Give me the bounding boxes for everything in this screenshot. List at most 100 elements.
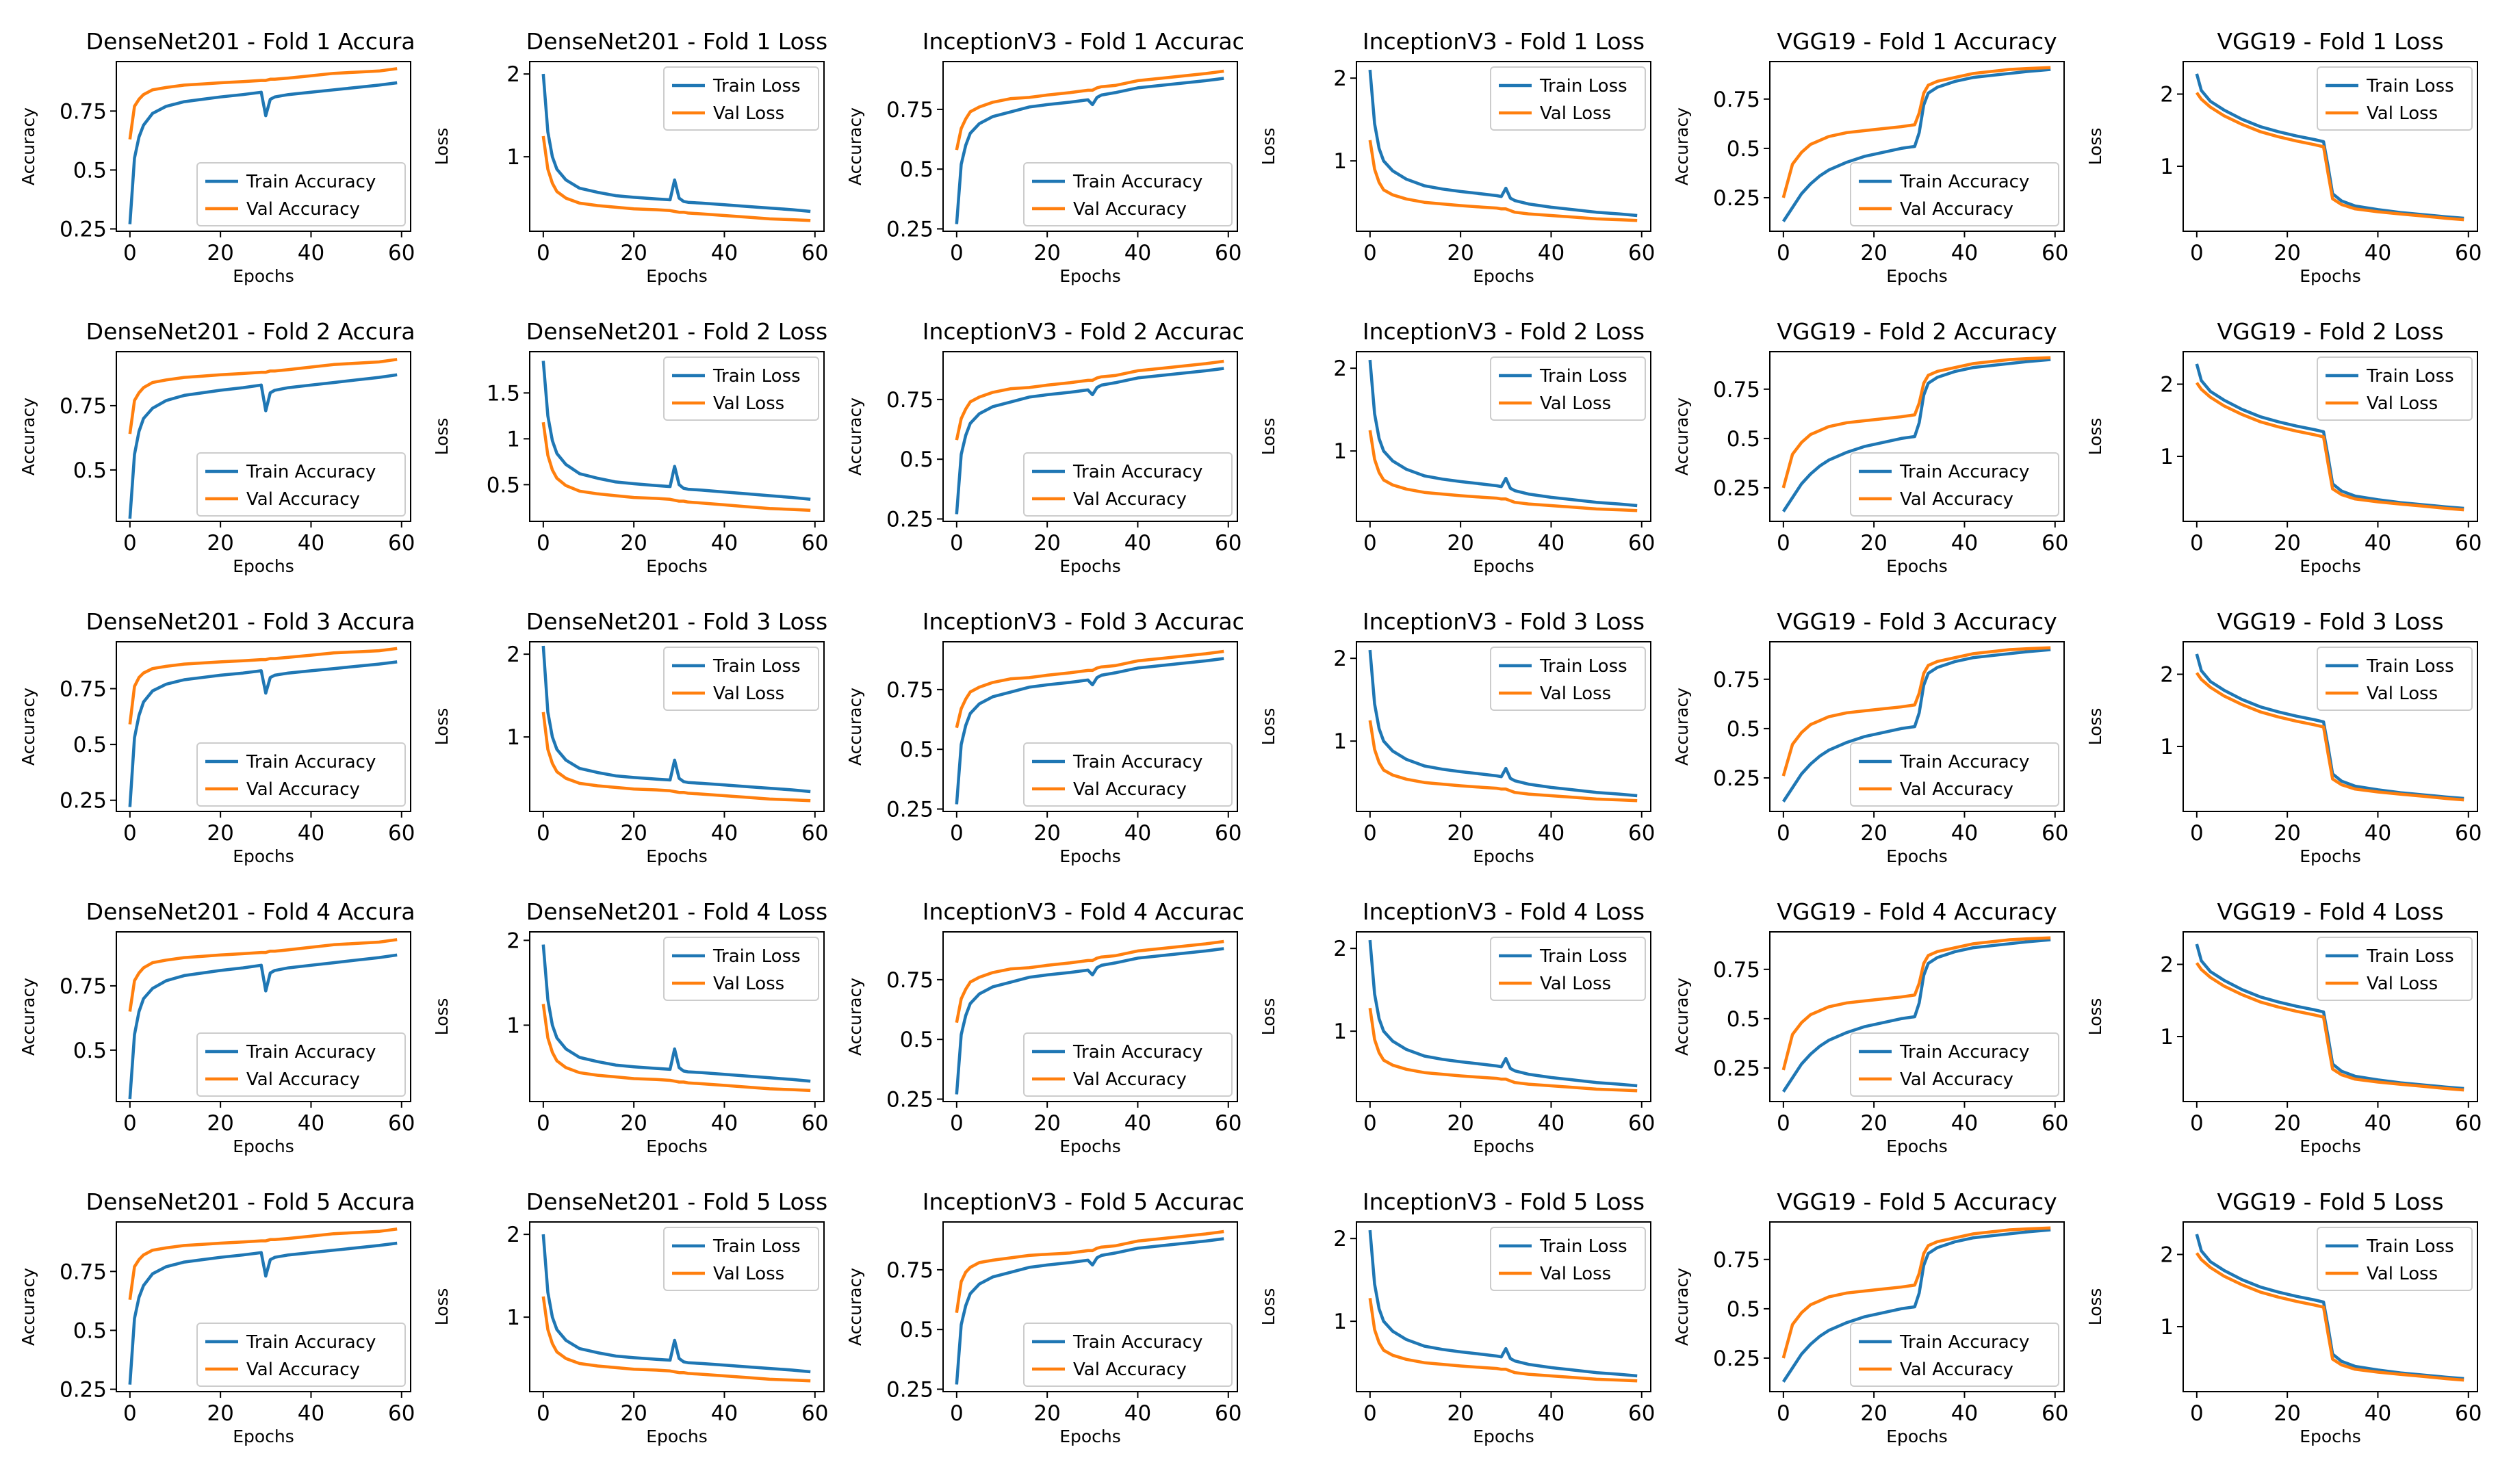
legend-box [1023,1032,1233,1097]
series-line [955,939,1224,1024]
x-tick-label: 60 [2455,531,2482,556]
y-tick-label: 1 [1333,729,1347,754]
x-tick-label: 20 [1033,1111,1060,1136]
x-tick-label: 20 [620,241,647,265]
x-tick-label: 60 [1215,821,1241,846]
x-tick-label: 60 [2042,241,2068,265]
x-tick-label: 20 [1033,241,1060,265]
chart-panel: DenseNet201 - Fold 1 Loss 0 20 40 60 1 2 Epochs… [413,0,829,290]
legend-label: Val Accuracy [1900,1069,2013,1090]
x-tick-label: 0 [1777,531,1790,556]
series-line [1368,1229,1638,1378]
x-tick-label: 60 [801,1111,828,1136]
x-tick-label: 60 [1215,1401,1241,1426]
legend: Train Loss Val Loss [663,937,819,1001]
y-tick-label: 0.25 [1713,1346,1760,1371]
chart-svg: VGG19 - Fold 5 Loss 0 20 40 60 1 2 Epochs Loss Tr… [2085,1188,2482,1446]
legend-label: Train Accuracy [1072,752,1202,772]
x-tick-label: 60 [801,531,828,556]
chart-title: VGG19 - Fold 5 Accuracy [1777,1188,2057,1215]
chart-title: VGG19 - Fold 1 Accuracy [1777,28,2057,55]
y-axis-label: Loss [432,128,452,166]
x-tick-label: 40 [1124,531,1151,556]
plot-frame [1356,351,1651,522]
legend: Train Loss Val Loss [1490,937,1646,1001]
x-tick-label: 60 [1215,531,1241,556]
y-tick-label: 1 [2160,445,2174,469]
chart-title: VGG19 - Fold 3 Loss [2217,608,2443,635]
series-line [128,81,398,224]
x-tick-label: 0 [2190,531,2204,556]
y-tick-label: 0.75 [60,99,107,124]
legend: Train Loss Val Loss [1490,1227,1646,1291]
x-tick-label: 20 [1033,821,1060,846]
x-tick-label: 40 [711,1111,738,1136]
legend: Train Accuracy Val Accuracy [1850,162,2059,226]
chart-panel: VGG19 - Fold 5 Accuracy 0 20 40 60 0.25 0.5 0.7… [1653,1160,2070,1450]
plot-frame [1356,61,1651,232]
chart-title: DenseNet201 - Fold 2 Loss [526,318,827,345]
x-tick-label: 20 [620,1401,647,1426]
y-axis-label: Accuracy [1672,1268,1692,1346]
plot-frame [116,351,411,522]
legend-label: Val Accuracy [246,1069,360,1090]
y-axis-label: Loss [2085,708,2105,746]
series-line [1368,720,1638,803]
legend-label: Val Accuracy [1900,199,2013,220]
y-tick-label: 0.25 [1713,186,1760,211]
legend-label: Val Loss [1540,684,1611,704]
x-tick-label: 0 [537,1401,550,1426]
series-line [541,421,811,512]
legend-label: Val Accuracy [1900,489,2013,510]
legend-label: Train Accuracy [246,172,376,192]
y-tick-label: 0.25 [886,798,933,822]
chart-panel: DenseNet201 - Fold 3 Loss 0 20 40 60 1 2 Epochs… [413,580,829,870]
chart-svg: VGG19 - Fold 1 Loss 0 20 40 60 1 2 Epochs Loss Tr… [2085,28,2482,286]
series-line [1781,1226,2051,1359]
chart-svg: DenseNet201 - Fold 4 Loss 0 20 40 60 1 2 Epochs… [432,898,828,1156]
series-line [955,77,1224,224]
plot-frame [1769,641,2065,812]
x-tick-label: 20 [207,1111,233,1136]
series-line [541,135,811,222]
y-axis-label: Loss [1259,998,1278,1036]
x-axis-label: Epochs [646,266,708,286]
legend: Train Loss Val Loss [1490,647,1646,711]
series-line [955,649,1224,729]
x-tick-label: 20 [1447,531,1473,556]
chart-svg: InceptionV3 - Fold 1 Accuracy 0 20 40 60 0.25… [845,28,1243,286]
y-tick-label: 0.25 [1713,1056,1760,1081]
x-tick-label: 60 [801,1401,828,1426]
legend-label: Train Accuracy [1899,462,2029,482]
y-axis-label: Accuracy [1672,107,1692,185]
legend-box [196,1323,406,1387]
series-line [955,1237,1224,1385]
chart-svg: VGG19 - Fold 3 Loss 0 20 40 60 1 2 Epochs Loss Tr… [2085,608,2482,866]
series-line [128,660,398,807]
x-tick-label: 20 [207,531,233,556]
chart-panel: DenseNet201 - Fold 2 Loss 0 20 40 60 0.5 1 1.5 E… [413,290,829,580]
legend-label: Val Loss [2367,103,2438,124]
y-axis-label: Loss [2085,998,2105,1036]
legend: Train Accuracy Val Accuracy [196,1032,406,1097]
plot-frame [1356,931,1651,1102]
x-tick-label: 20 [2274,821,2300,846]
y-tick-label: 1 [1333,439,1347,464]
x-tick-label: 40 [1951,1401,1978,1426]
legend: Train Loss Val Loss [663,647,819,711]
x-tick-label: 0 [123,241,137,265]
x-tick-label: 60 [1628,821,1655,846]
y-axis-label: Loss [1259,1288,1278,1326]
y-tick-label: 0.5 [900,157,933,182]
x-tick-label: 40 [2365,821,2391,846]
y-tick-label: 2 [506,928,520,953]
legend-label: Val Accuracy [1073,489,1187,510]
legend-label: Val Loss [1540,103,1611,124]
legend: Train Accuracy Val Accuracy [1850,1032,2059,1097]
x-tick-label: 0 [1777,241,1790,265]
chart-svg: InceptionV3 - Fold 5 Accuracy 0 20 40 60 0.25… [845,1188,1243,1446]
x-tick-label: 0 [123,1111,137,1136]
legend-label: Train Accuracy [246,752,376,772]
legend-label: Val Loss [2367,393,2438,414]
x-tick-label: 40 [1951,531,1978,556]
